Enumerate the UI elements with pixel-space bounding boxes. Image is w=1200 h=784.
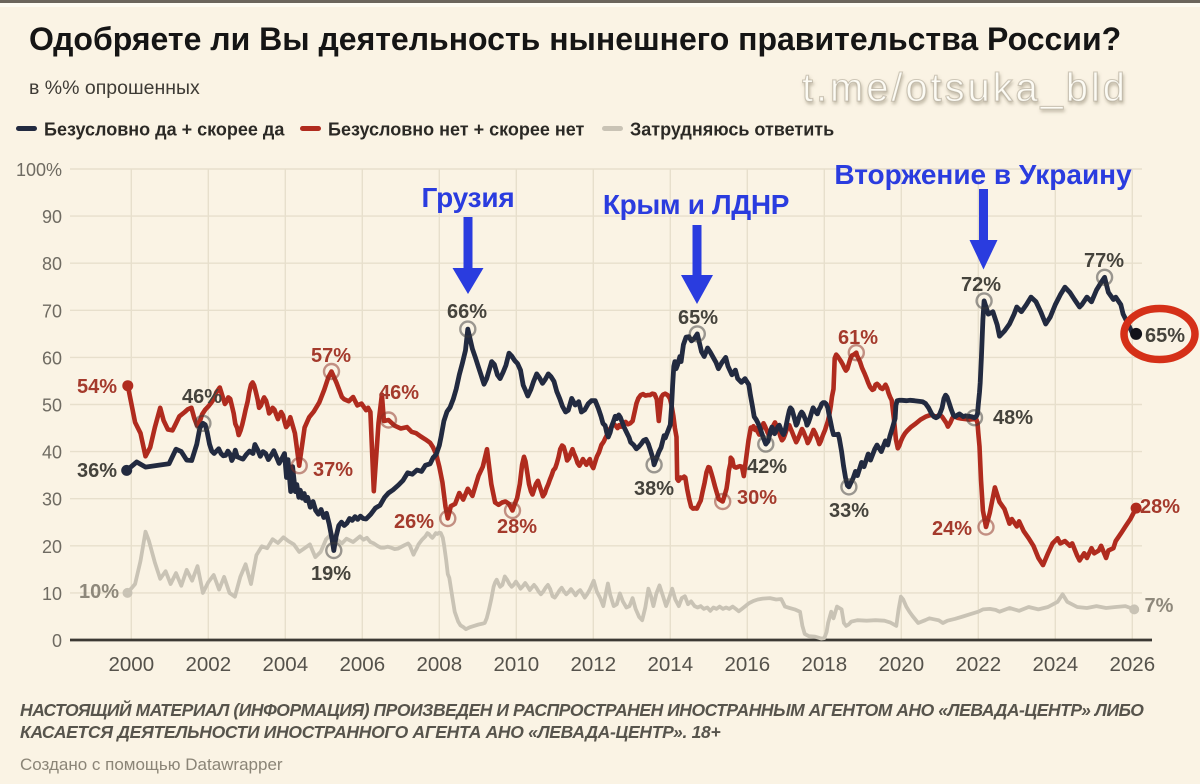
svg-text:Крым и ЛДНР: Крым и ЛДНР <box>603 189 789 220</box>
svg-text:72%: 72% <box>961 274 1001 296</box>
svg-text:2010: 2010 <box>493 653 539 676</box>
svg-text:Грузия: Грузия <box>421 182 514 213</box>
svg-text:в %% опрошенных: в %% опрошенных <box>29 77 200 99</box>
svg-text:65%: 65% <box>678 307 718 329</box>
svg-text:2012: 2012 <box>570 653 616 676</box>
svg-text:28%: 28% <box>1140 496 1180 518</box>
svg-text:77%: 77% <box>1084 250 1124 272</box>
svg-text:70: 70 <box>42 301 62 321</box>
svg-text:t.me/otsuka_bld: t.me/otsuka_bld <box>802 66 1128 110</box>
svg-text:100%: 100% <box>16 160 62 180</box>
svg-text:2008: 2008 <box>416 653 462 676</box>
svg-text:Одобряете ли Вы деятельность н: Одобряете ли Вы деятельность нынешнего п… <box>29 21 1121 57</box>
svg-text:37%: 37% <box>313 459 353 481</box>
svg-text:2026: 2026 <box>1109 653 1155 676</box>
svg-text:КАСАЕТСЯ ДЕЯТЕЛЬНОСТИ ИНОСТРАН: КАСАЕТСЯ ДЕЯТЕЛЬНОСТИ ИНОСТРАННОГО АГЕНТ… <box>20 722 720 742</box>
svg-text:2020: 2020 <box>878 653 924 676</box>
svg-text:90: 90 <box>42 207 62 227</box>
svg-text:2006: 2006 <box>339 653 385 676</box>
svg-text:46%: 46% <box>379 382 419 404</box>
svg-text:Затрудняюсь ответить: Затрудняюсь ответить <box>630 120 834 140</box>
svg-text:20: 20 <box>42 537 62 557</box>
svg-text:28%: 28% <box>497 516 537 538</box>
svg-text:26%: 26% <box>394 511 434 533</box>
svg-text:2000: 2000 <box>108 653 154 676</box>
svg-text:2022: 2022 <box>955 653 1001 676</box>
svg-text:2002: 2002 <box>185 653 231 676</box>
svg-text:30%: 30% <box>737 487 777 509</box>
svg-text:54%: 54% <box>77 376 117 398</box>
svg-text:61%: 61% <box>838 327 878 349</box>
svg-text:57%: 57% <box>311 345 351 367</box>
svg-text:2024: 2024 <box>1032 653 1078 676</box>
svg-text:42%: 42% <box>747 456 787 478</box>
svg-text:33%: 33% <box>829 500 869 522</box>
svg-text:19%: 19% <box>311 563 351 585</box>
svg-text:66%: 66% <box>447 301 487 323</box>
svg-text:24%: 24% <box>932 518 972 540</box>
svg-text:2016: 2016 <box>724 653 770 676</box>
svg-text:0: 0 <box>52 631 62 651</box>
svg-text:38%: 38% <box>634 478 674 500</box>
svg-text:48%: 48% <box>993 407 1033 429</box>
svg-text:Безусловно нет + скорее нет: Безусловно нет + скорее нет <box>328 120 585 140</box>
svg-text:Безусловно да + скорее да: Безусловно да + скорее да <box>44 120 285 140</box>
svg-text:46%: 46% <box>182 386 222 408</box>
svg-text:80: 80 <box>42 254 62 274</box>
svg-text:65%: 65% <box>1145 325 1185 347</box>
svg-text:НАСТОЯЩИЙ МАТЕРИАЛ (ИНФОРМАЦИЯ: НАСТОЯЩИЙ МАТЕРИАЛ (ИНФОРМАЦИЯ) ПРОИЗВЕД… <box>20 699 1144 720</box>
svg-text:60: 60 <box>42 348 62 368</box>
svg-text:2018: 2018 <box>801 653 847 676</box>
svg-text:10: 10 <box>42 584 62 604</box>
svg-text:30: 30 <box>42 490 62 510</box>
svg-text:36%: 36% <box>77 460 117 482</box>
svg-text:Вторжение в Украину: Вторжение в Украину <box>834 159 1132 190</box>
svg-text:7%: 7% <box>1145 595 1174 617</box>
svg-text:Создано с помощью Datawrapper: Создано с помощью Datawrapper <box>20 755 283 774</box>
svg-text:2004: 2004 <box>262 653 308 676</box>
svg-text:10%: 10% <box>79 581 119 603</box>
svg-text:2014: 2014 <box>647 653 693 676</box>
svg-text:40: 40 <box>42 443 62 463</box>
svg-text:50: 50 <box>42 396 62 416</box>
